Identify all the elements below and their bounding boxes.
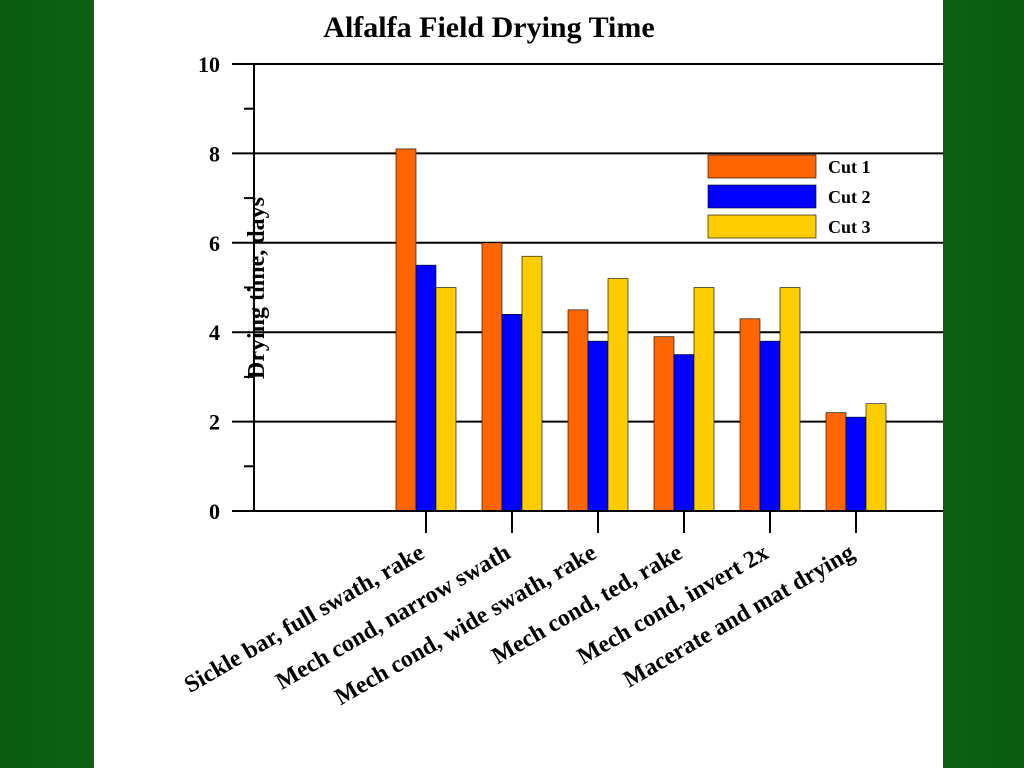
y-tick-label: 4 xyxy=(209,320,220,345)
bar xyxy=(739,318,761,512)
legend-swatch xyxy=(707,214,817,239)
bar-chart: Alfalfa Field Drying Time Drying time, d… xyxy=(180,11,943,711)
bar xyxy=(865,403,887,512)
bar xyxy=(521,255,543,512)
bar xyxy=(395,148,417,512)
bar xyxy=(693,287,715,512)
bar xyxy=(845,416,867,512)
legend-swatch xyxy=(707,154,817,179)
y-tick-label: 2 xyxy=(209,410,220,435)
y-tick-label: 8 xyxy=(209,141,220,166)
legend-label: Cut 1 xyxy=(828,157,871,177)
bar xyxy=(673,354,695,512)
y-tick-label: 6 xyxy=(209,231,220,256)
legend-label: Cut 2 xyxy=(828,187,871,207)
y-tick-label: 0 xyxy=(209,499,220,524)
legend-label: Cut 3 xyxy=(828,217,871,237)
bar xyxy=(435,287,457,512)
bar xyxy=(567,309,589,512)
bar xyxy=(825,412,847,512)
bar xyxy=(779,287,801,512)
bar xyxy=(481,242,503,512)
bar xyxy=(607,278,629,512)
bar xyxy=(653,336,675,512)
legend: Cut 1 Cut 2 Cut 3 xyxy=(707,154,871,239)
bar xyxy=(759,340,781,512)
bar xyxy=(501,314,523,512)
bar xyxy=(587,340,609,512)
bar xyxy=(415,264,437,512)
legend-swatch xyxy=(707,184,817,209)
chart-panel: Alfalfa Field Drying Time Drying time, d… xyxy=(94,0,943,768)
chart-title: Alfalfa Field Drying Time xyxy=(323,11,654,44)
y-tick-label: 10 xyxy=(198,52,220,77)
